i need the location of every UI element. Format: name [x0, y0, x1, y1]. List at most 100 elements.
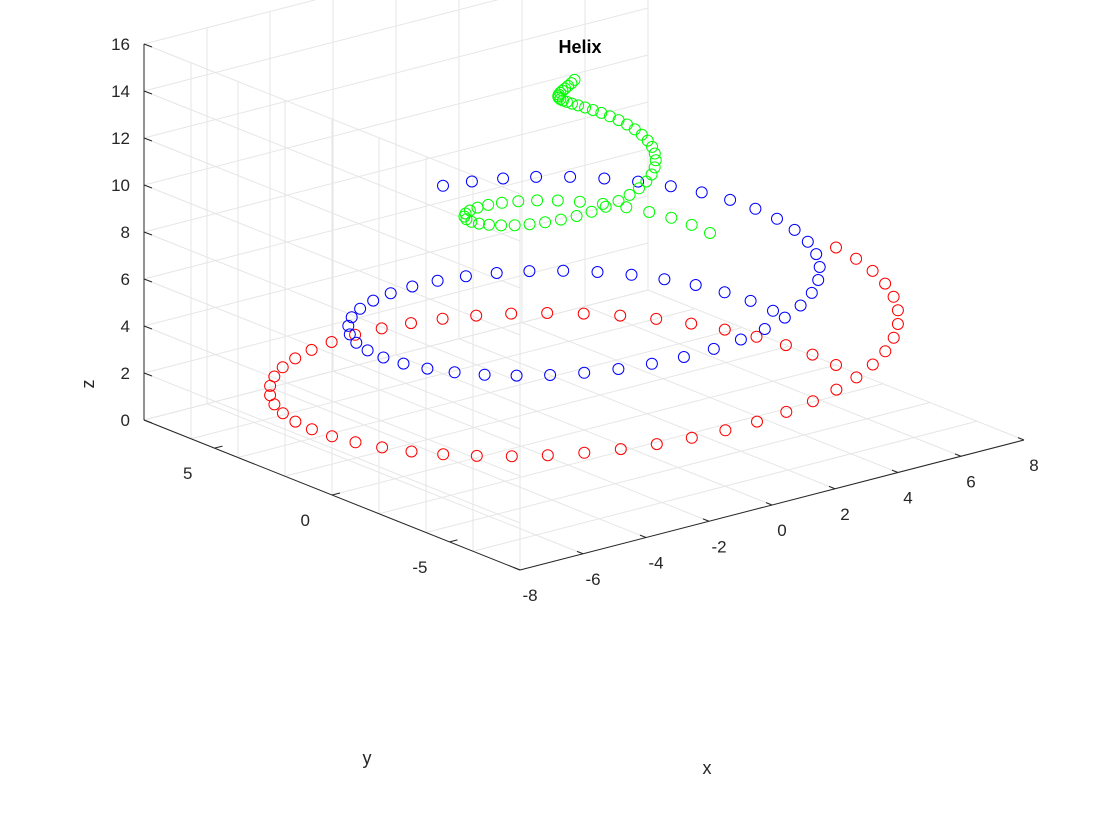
grid-line: [143, 0, 499, 92]
x-tick-label: -4: [648, 554, 663, 573]
helix-point-series-1: [264, 379, 277, 392]
z-tick-label: 10: [111, 176, 130, 195]
helix-point-series-3: [531, 194, 544, 207]
z-tick-mark: [143, 43, 153, 48]
grid-line: [143, 278, 521, 430]
helix-point-series-1: [887, 331, 900, 344]
x-tick-mark: [576, 550, 584, 555]
helix-point-series-3: [685, 218, 698, 231]
helix-point-series-3: [523, 218, 536, 231]
helix-point-series-1: [830, 359, 842, 371]
helix-point-series-2: [523, 265, 536, 278]
grid-line: [143, 372, 521, 524]
y-tick-label: 0: [301, 511, 310, 530]
helix-point-series-2: [632, 175, 645, 188]
helix-point-series-3: [612, 114, 625, 127]
helix-point-series-3: [620, 201, 633, 214]
helix-point-series-2: [771, 212, 783, 225]
helix-point-series-2: [598, 172, 611, 185]
helix-point-series-1: [305, 343, 318, 356]
helix-point-series-1: [806, 395, 819, 408]
helix-point-series-1: [879, 277, 892, 290]
helix-point-series-1: [780, 405, 793, 418]
helix-point-series-2: [448, 366, 461, 379]
helix-point-series-3: [473, 217, 485, 230]
axes: [143, 43, 1025, 571]
helix-point-series-2: [510, 369, 523, 382]
x-tick-label: -6: [585, 570, 600, 589]
helix-point-series-2: [758, 323, 771, 335]
helix-point-series-1: [326, 430, 338, 443]
chart-title: Helix: [558, 37, 601, 57]
helix-point-series-1: [806, 348, 819, 361]
helix-point-series-1: [376, 441, 389, 454]
grid-line: [331, 364, 837, 496]
y-axis-label: y: [363, 748, 372, 768]
grid-line: [143, 54, 649, 186]
helix-point-series-3: [562, 79, 575, 92]
helix-point-series-3: [645, 168, 658, 181]
helix-point-series-2: [767, 304, 779, 317]
helix-point-series-1: [685, 431, 698, 444]
helix-point-series-2: [478, 368, 491, 381]
x-tick-label: 8: [1029, 456, 1038, 475]
helix-point-series-2: [749, 202, 762, 215]
helix-point-series-3: [495, 196, 508, 209]
helix-point-series-2: [801, 235, 814, 248]
helix-point-series-3: [596, 197, 609, 210]
helix-point-series-3: [570, 210, 583, 222]
helix-point-series-1: [375, 322, 388, 335]
y-tick-label: 5: [183, 464, 192, 483]
z-axis-label: z: [78, 380, 98, 389]
helix-point-series-2: [377, 351, 390, 364]
z-tick-mark: [143, 90, 153, 95]
x-tick-mark: [639, 534, 647, 538]
helix-point-series-2: [361, 344, 374, 357]
x-tick-mark: [828, 485, 836, 490]
x-tick-label: 4: [903, 489, 912, 508]
helix-point-series-2: [724, 193, 737, 206]
helix-point-series-1: [866, 264, 879, 277]
helix-point-series-3: [465, 215, 478, 228]
grid-line: [143, 195, 649, 327]
helix-point-series-1: [718, 323, 731, 336]
helix-point-series-3: [495, 219, 508, 232]
helix-point-series-3: [551, 194, 564, 207]
helix-point-series-2: [421, 362, 434, 375]
helix-point-series-2: [557, 264, 570, 277]
grid-lines: [143, 0, 1025, 571]
helix-point-series-2: [367, 294, 380, 307]
helix-point-series-2: [677, 351, 690, 363]
helix-point-series-1: [879, 345, 892, 358]
grid-line: [143, 7, 649, 139]
helix-point-series-2: [658, 273, 671, 286]
helix-point-series-3: [633, 182, 645, 195]
helix-point-series-2: [343, 328, 356, 341]
helix-point-series-3: [579, 101, 592, 114]
z-tick-label: 0: [121, 411, 130, 430]
helix-point-series-3: [554, 93, 567, 106]
helix-point-series-1: [349, 328, 362, 341]
grid-line: [143, 231, 521, 383]
helix-point-series-3: [585, 205, 598, 218]
grid-line: [143, 137, 521, 289]
helix-point-series-1: [505, 307, 518, 320]
y-tick-mark: [331, 492, 341, 496]
helix-point-series-2: [544, 369, 557, 381]
helix-point-series-1: [614, 443, 627, 456]
helix-point-series-3: [646, 140, 659, 153]
z-tick-mark: [143, 372, 153, 377]
grid-line: [143, 325, 521, 477]
helix-point-series-2: [578, 366, 591, 379]
helix-point-series-3: [623, 188, 636, 201]
helix-point-series-1: [289, 352, 302, 365]
helix-point-series-2: [354, 302, 367, 315]
helix-point-series-1: [349, 436, 362, 449]
helix-point-series-3: [648, 161, 661, 174]
helix-point-series-3: [482, 198, 495, 211]
helix-point-series-2: [805, 286, 818, 299]
helix-point-series-3: [649, 154, 662, 167]
helix-point-series-2: [794, 299, 807, 312]
grid-line: [284, 345, 790, 477]
helix-point-series-2: [465, 175, 478, 188]
